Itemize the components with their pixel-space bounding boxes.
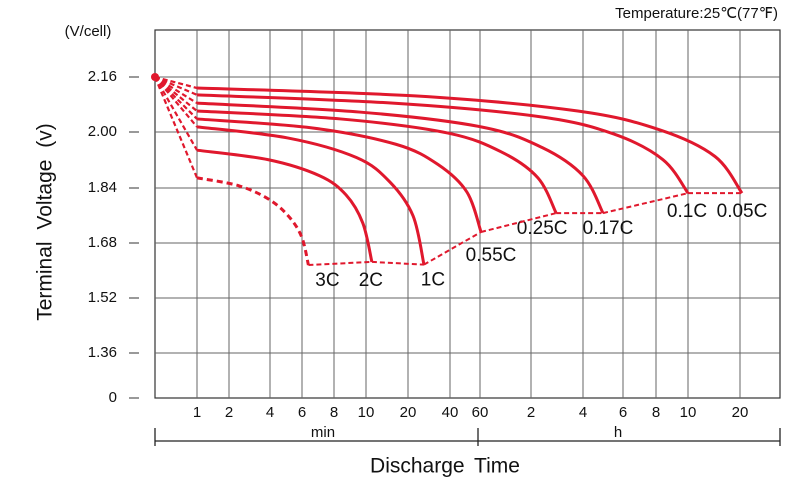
x-tick-label: 2: [225, 404, 233, 421]
end-connector: [308, 260, 372, 266]
discharge-curve: [196, 125, 426, 265]
x-tick-label: 4: [266, 404, 274, 421]
legend-label: 1C: [421, 270, 445, 291]
legend-label: 3C: [315, 270, 339, 291]
discharge-curve: [196, 93, 690, 195]
end-connector: [602, 192, 689, 215]
x-unit-label: h: [614, 424, 622, 441]
legend-label: 0.17C: [583, 218, 634, 239]
x-tick-label: 8: [330, 404, 338, 421]
x-tick-label: 10: [358, 404, 375, 421]
legend-label: 0.55C: [466, 245, 517, 266]
discharge-curve: [196, 176, 310, 266]
plot-frame: [154, 29, 781, 399]
y-tick-label: 0: [109, 389, 117, 406]
x-tick-label: 6: [298, 404, 306, 421]
x-tick-label: 6: [619, 404, 627, 421]
x-tick-label: 8: [652, 404, 660, 421]
start-connector: [154, 76, 198, 105]
y-tick-label: 1.68: [88, 234, 117, 251]
x-tick-label: 10: [680, 404, 697, 421]
y-tick-label: 1.84: [88, 179, 117, 196]
start-connector: [153, 76, 199, 179]
discharge-curve: [196, 109, 558, 214]
y-unit: (V/cell): [65, 23, 112, 40]
y-axis-title: Terminal Voltage (v): [34, 123, 57, 321]
x-tick-label: 1: [193, 404, 201, 421]
x-tick-label: 4: [579, 404, 587, 421]
discharge-curve: [196, 101, 605, 214]
discharge-curve: [196, 86, 744, 195]
end-connector: [371, 260, 425, 266]
end-connector: [423, 231, 482, 266]
legend-label: 2C: [359, 270, 383, 291]
x-axis-title: Discharge Time: [370, 455, 520, 478]
x-unit-label: min: [311, 424, 335, 441]
x-tick-label: 20: [732, 404, 749, 421]
y-tick-label: 2.00: [88, 123, 117, 140]
x-tick-label: 2: [527, 404, 535, 421]
x-tick-label: 20: [400, 404, 417, 421]
start-connector: [154, 76, 198, 151]
start-connector: [154, 75, 198, 90]
origin-dot: [151, 73, 159, 81]
chart-title: Temperature:25℃(77℉): [615, 5, 778, 22]
x-unit-bracket: [154, 428, 781, 446]
end-connector: [480, 212, 557, 233]
discharge-curve: [196, 148, 374, 263]
y-tick-label: 2.16: [88, 68, 117, 85]
legend-label: 0.25C: [517, 218, 568, 239]
legend-label: 0.1C: [667, 201, 707, 222]
x-tick-label: 60: [472, 404, 489, 421]
y-tick-label: 1.52: [88, 289, 117, 306]
discharge-curve: [196, 117, 483, 233]
x-tick-label: 40: [442, 404, 459, 421]
legend-label: 0.05C: [717, 201, 768, 222]
y-tick-label: 1.36: [88, 344, 117, 361]
start-connector: [154, 76, 198, 112]
